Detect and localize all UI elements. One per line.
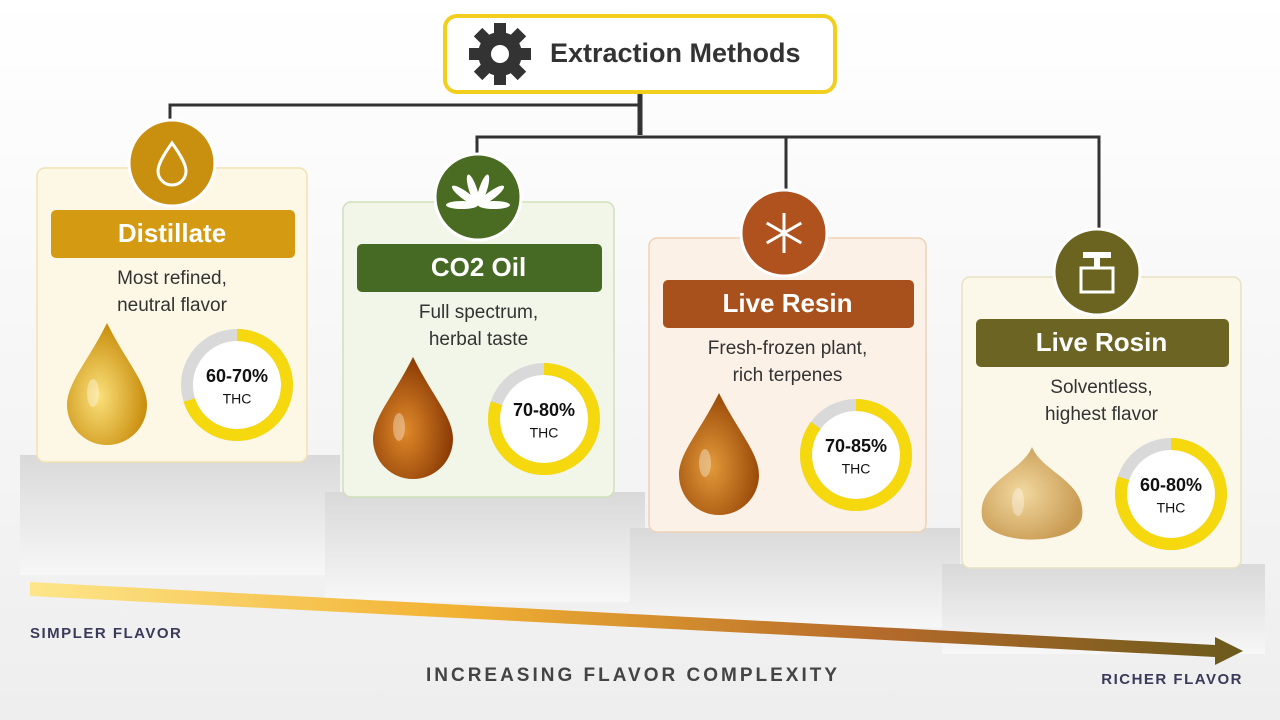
method-name: Live Resin	[722, 288, 852, 318]
thc-unit: THC	[530, 425, 559, 441]
press-icon	[1083, 252, 1111, 258]
thc-ring-arc	[488, 363, 600, 475]
thc-unit: THC	[842, 461, 871, 477]
icon-circle	[1052, 227, 1142, 317]
thc-label: 60-80%	[1140, 475, 1202, 495]
thc-ring-arc	[800, 399, 912, 511]
flavor-arrow	[30, 582, 1243, 665]
axis-title: INCREASING FLAVOR COMPLEXITY	[426, 665, 840, 686]
drop-highlight	[87, 379, 99, 407]
thc-unit: THC	[1157, 500, 1186, 516]
drop-highlight	[699, 449, 711, 477]
thc-label: 60-70%	[206, 366, 268, 386]
method-description: rich terpenes	[733, 365, 843, 386]
leaf-icon	[466, 174, 480, 206]
method-name: Live Rosin	[1036, 327, 1167, 357]
method-icon	[1052, 227, 1142, 317]
oil-drop	[679, 393, 759, 515]
oil-drop	[67, 323, 147, 445]
method-description: Solventless,	[1050, 377, 1152, 398]
method-description: neutral flavor	[117, 295, 228, 316]
method-icon	[127, 118, 217, 208]
thc-ring-arc	[1115, 438, 1227, 550]
method-description: herbal taste	[429, 329, 528, 350]
leaf-icon	[451, 185, 479, 206]
thc-label: 70-80%	[513, 400, 575, 420]
name-banner	[357, 244, 602, 292]
leaf-icon	[477, 185, 505, 206]
end-label: RICHER FLAVOR	[1101, 671, 1243, 688]
method-description: Full spectrum,	[419, 302, 538, 323]
method-description: Most refined,	[117, 268, 227, 289]
leaf-icon	[476, 174, 490, 206]
method-description: Fresh-frozen plant,	[708, 338, 867, 359]
start-label: SIMPLER FLAVOR	[30, 625, 182, 642]
method-description: highest flavor	[1045, 404, 1159, 425]
gear-icon	[456, 10, 544, 98]
method-name: CO2 Oil	[431, 252, 526, 282]
name-banner	[976, 319, 1229, 367]
method-name: Distillate	[118, 218, 226, 248]
rosin-blob	[981, 447, 1083, 540]
name-banner	[51, 210, 295, 258]
name-banner	[663, 280, 914, 328]
thc-ring-arc	[181, 329, 293, 441]
drop-icon	[156, 140, 188, 187]
title-box	[443, 14, 837, 94]
title: Extraction Methods	[550, 38, 801, 68]
snowflake-icon	[765, 221, 803, 245]
method-icon	[739, 188, 829, 278]
press-icon	[1079, 266, 1115, 294]
thc-unit: THC	[223, 391, 252, 407]
method-icon	[433, 152, 523, 242]
leaf-icon	[478, 201, 510, 209]
drop-highlight	[1012, 488, 1024, 516]
oil-drop	[373, 357, 453, 479]
press-icon	[1094, 258, 1100, 268]
drop-highlight	[393, 413, 405, 441]
thc-label: 70-85%	[825, 436, 887, 456]
tree-lines	[168, 92, 1101, 234]
icon-circle	[127, 118, 217, 208]
